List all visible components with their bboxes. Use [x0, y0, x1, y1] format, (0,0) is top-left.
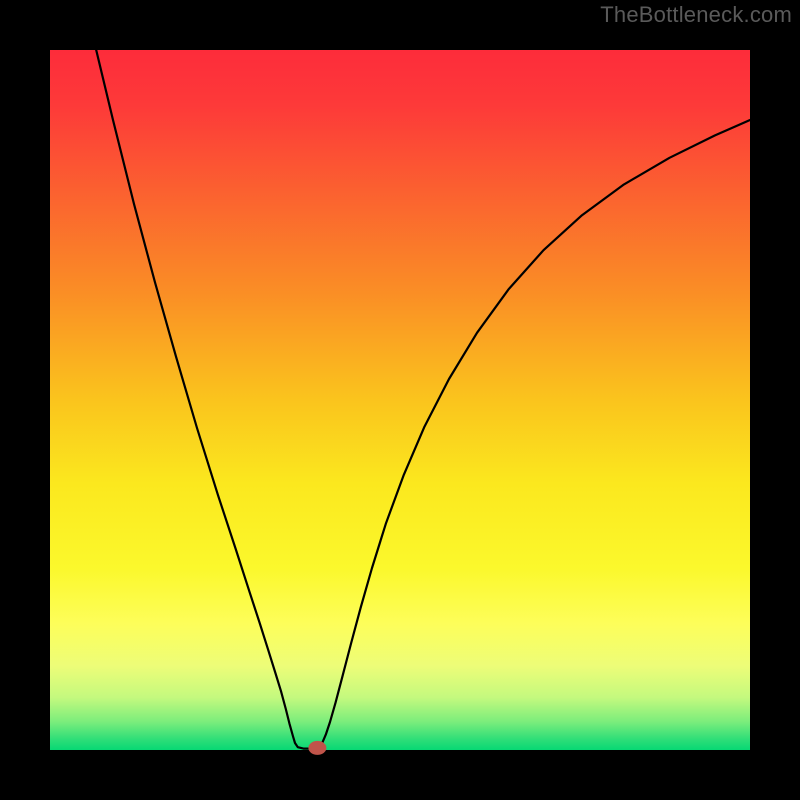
- chart-background: [50, 50, 750, 750]
- chart-canvas: TheBottleneck.com: [0, 0, 800, 800]
- bottleneck-curve-chart: [0, 0, 800, 800]
- optimal-point-marker: [308, 741, 326, 755]
- watermark-text: TheBottleneck.com: [600, 2, 792, 28]
